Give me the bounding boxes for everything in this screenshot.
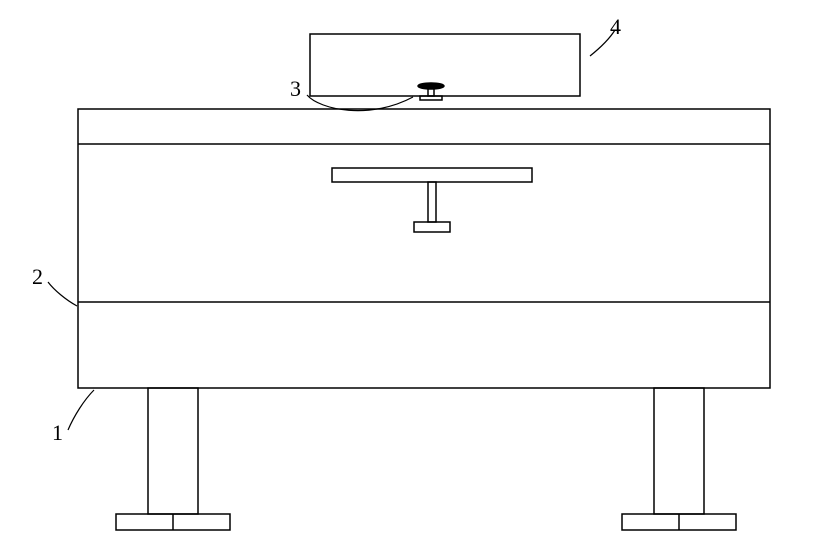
callout-label-2: 2 [32, 264, 43, 290]
callout-label-1: 1 [52, 420, 63, 446]
callout-label-4: 4 [610, 14, 621, 40]
callout-label-3: 3 [290, 76, 301, 102]
diagram-canvas [0, 0, 839, 553]
